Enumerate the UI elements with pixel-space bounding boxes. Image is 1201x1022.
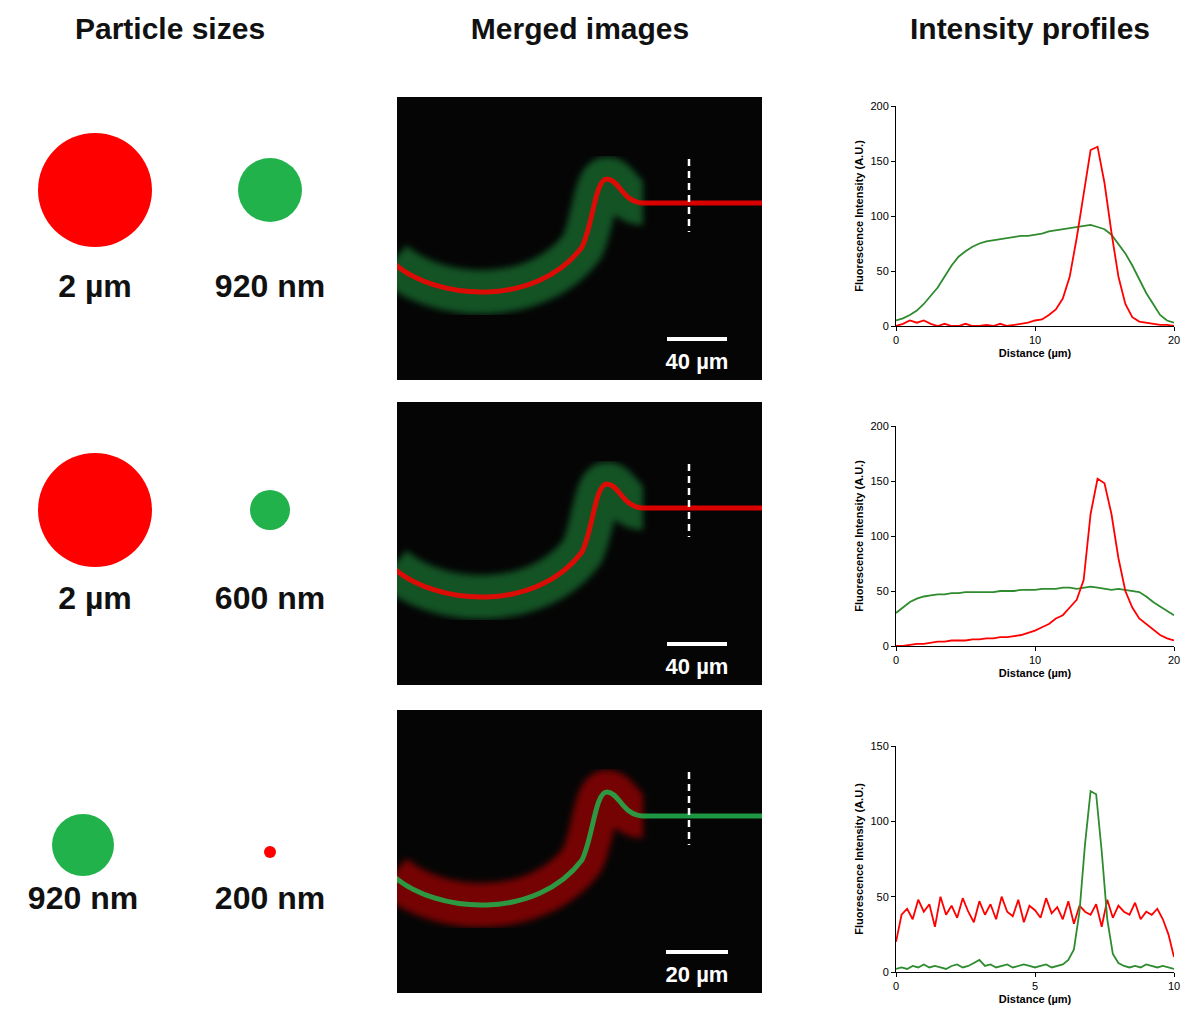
svg-text:50: 50: [877, 585, 889, 597]
svg-text:Distance (µm): Distance (µm): [999, 667, 1072, 679]
svg-text:Distance (µm): Distance (µm): [999, 993, 1072, 1005]
svg-text:5: 5: [1032, 980, 1038, 992]
svg-text:Distance (µm): Distance (µm): [999, 347, 1072, 359]
svg-text:100: 100: [870, 530, 888, 542]
html-text:2 µm: 2 µm: [58, 580, 132, 616]
svg-text:10: 10: [1029, 654, 1041, 666]
html-text:200 nm: 200 nm: [214, 880, 326, 916]
svg-text:150: 150: [870, 740, 888, 752]
svg-text:0: 0: [893, 334, 899, 346]
html-text:920 nm: 920 nm: [27, 880, 139, 916]
svg-text:Fluorescence Intensity (A.U.): Fluorescence Intensity (A.U.): [853, 783, 865, 935]
svg-text:0: 0: [893, 980, 899, 992]
svg-text:20: 20: [1168, 654, 1180, 666]
svg-text:200: 200: [870, 100, 888, 112]
svg-text:50: 50: [877, 265, 889, 277]
svg-text:Fluorescence Intensity (A.U.): Fluorescence Intensity (A.U.): [853, 140, 865, 292]
html-text:Particle sizes: Particle sizes: [74, 12, 266, 45]
svg-text:40 µm: 40 µm: [666, 349, 729, 374]
svg-text:Fluorescence Intensity (A.U.): Fluorescence Intensity (A.U.): [853, 460, 865, 612]
svg-text:150: 150: [870, 475, 888, 487]
svg-text:50: 50: [877, 891, 889, 903]
svg-text:200: 200: [870, 420, 888, 432]
svg-text:20 µm: 20 µm: [666, 962, 729, 987]
svg-text:100: 100: [870, 815, 888, 827]
html-text:920 nm: 920 nm: [214, 268, 326, 304]
svg-text:150: 150: [870, 155, 888, 167]
svg-text:0: 0: [883, 320, 889, 332]
svg-text:0: 0: [893, 654, 899, 666]
html-text:2 µm: 2 µm: [58, 268, 132, 304]
html-text:Merged images: Merged images: [470, 12, 690, 45]
svg-text:10: 10: [1168, 980, 1180, 992]
svg-text:20: 20: [1168, 334, 1180, 346]
svg-text:100: 100: [870, 210, 888, 222]
html-text:600 nm: 600 nm: [214, 580, 326, 616]
svg-text:0: 0: [883, 966, 889, 978]
svg-text:40 µm: 40 µm: [666, 654, 729, 679]
svg-text:10: 10: [1029, 334, 1041, 346]
html-text:Intensity profiles: Intensity profiles: [910, 12, 1150, 45]
svg-text:0: 0: [883, 640, 889, 652]
